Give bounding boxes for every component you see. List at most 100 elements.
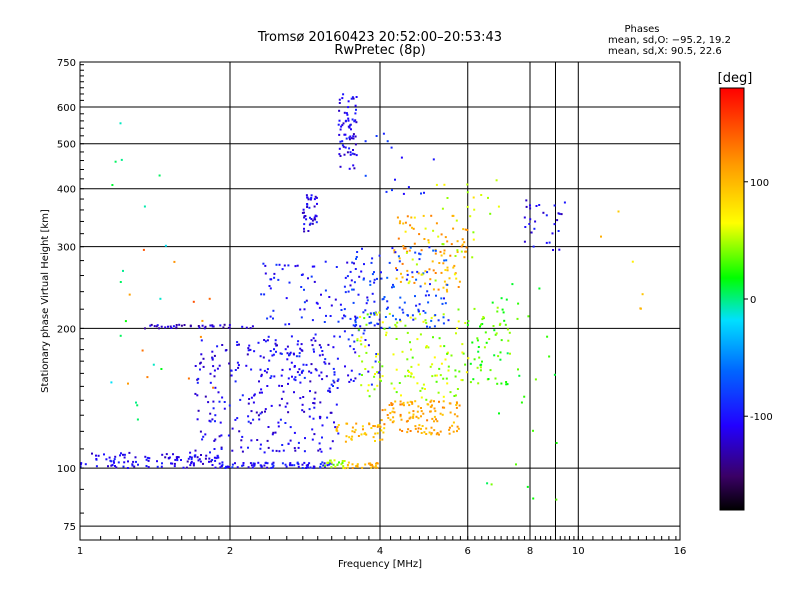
data-point — [145, 465, 148, 467]
data-point — [331, 440, 334, 443]
data-point — [477, 350, 480, 353]
data-point — [437, 235, 440, 238]
data-point — [259, 412, 262, 415]
data-point — [354, 112, 357, 115]
data-point — [256, 439, 259, 441]
data-point — [381, 375, 384, 378]
data-point — [313, 406, 316, 409]
data-point — [164, 456, 167, 459]
data-point — [213, 375, 216, 378]
data-point — [426, 290, 429, 293]
data-point — [310, 371, 313, 374]
data-point — [373, 425, 376, 428]
data-point — [427, 301, 430, 304]
data-point — [374, 360, 377, 363]
data-point — [425, 433, 428, 435]
data-point — [437, 391, 440, 394]
data-point — [291, 464, 293, 467]
data-point — [285, 297, 288, 300]
data-point — [511, 283, 514, 286]
data-point — [346, 275, 349, 278]
data-point — [463, 241, 466, 244]
data-point — [446, 382, 449, 385]
data-point — [200, 339, 203, 342]
data-point — [491, 301, 494, 304]
data-point — [220, 446, 223, 449]
data-point — [498, 323, 501, 326]
data-point — [200, 454, 202, 456]
data-point — [402, 222, 405, 225]
data-point — [361, 360, 364, 363]
data-point — [308, 370, 311, 373]
data-point — [169, 325, 172, 328]
data-point — [253, 393, 256, 396]
data-point — [420, 396, 423, 399]
data-point — [336, 379, 339, 382]
data-point — [407, 428, 410, 431]
data-point — [211, 358, 214, 361]
data-point — [434, 272, 437, 274]
data-point — [431, 404, 433, 407]
data-point — [378, 424, 381, 427]
data-point — [199, 460, 202, 463]
data-point — [268, 359, 271, 362]
data-point — [392, 285, 395, 288]
data-point — [433, 429, 436, 432]
data-point — [437, 319, 440, 322]
data-point — [445, 259, 448, 262]
data-point — [271, 466, 274, 469]
data-point — [315, 196, 318, 199]
data-point — [265, 371, 268, 374]
data-point — [380, 326, 383, 329]
data-point — [335, 266, 338, 268]
data-point — [516, 317, 519, 320]
data-point — [219, 324, 222, 327]
data-point — [424, 270, 427, 273]
data-point — [264, 410, 266, 413]
data-point — [294, 449, 297, 452]
data-point — [213, 448, 216, 450]
data-point — [337, 432, 340, 435]
data-point — [263, 293, 266, 296]
data-point — [120, 452, 122, 455]
data-point — [348, 136, 351, 139]
data-point — [289, 351, 292, 354]
data-point — [508, 331, 511, 334]
data-point — [189, 464, 192, 467]
data-point — [482, 317, 485, 320]
data-point — [353, 153, 356, 156]
data-point — [482, 316, 485, 318]
data-point — [341, 97, 344, 100]
data-point — [444, 358, 447, 361]
data-point — [505, 298, 508, 301]
data-point — [433, 356, 436, 359]
data-point — [266, 466, 269, 469]
data-point — [276, 344, 278, 347]
data-point — [292, 352, 295, 355]
data-point — [436, 432, 439, 434]
data-point — [451, 424, 454, 427]
data-point — [236, 417, 239, 420]
data-point — [301, 211, 304, 214]
data-point — [358, 328, 361, 331]
data-point — [258, 391, 261, 394]
data-point — [401, 350, 404, 353]
data-point — [497, 355, 500, 358]
data-point — [361, 374, 363, 376]
data-point — [481, 318, 484, 321]
data-point — [411, 401, 414, 404]
data-point — [374, 464, 377, 467]
data-point — [460, 245, 463, 248]
data-point — [144, 327, 146, 330]
data-point — [413, 216, 416, 219]
data-point — [398, 260, 401, 263]
data-point — [345, 119, 347, 122]
data-point — [320, 371, 323, 374]
data-point — [211, 324, 214, 327]
data-point — [341, 317, 344, 320]
data-point — [354, 325, 357, 328]
data-point — [114, 455, 117, 458]
data-point — [314, 391, 317, 394]
data-point — [509, 352, 511, 355]
data-point — [370, 261, 373, 264]
